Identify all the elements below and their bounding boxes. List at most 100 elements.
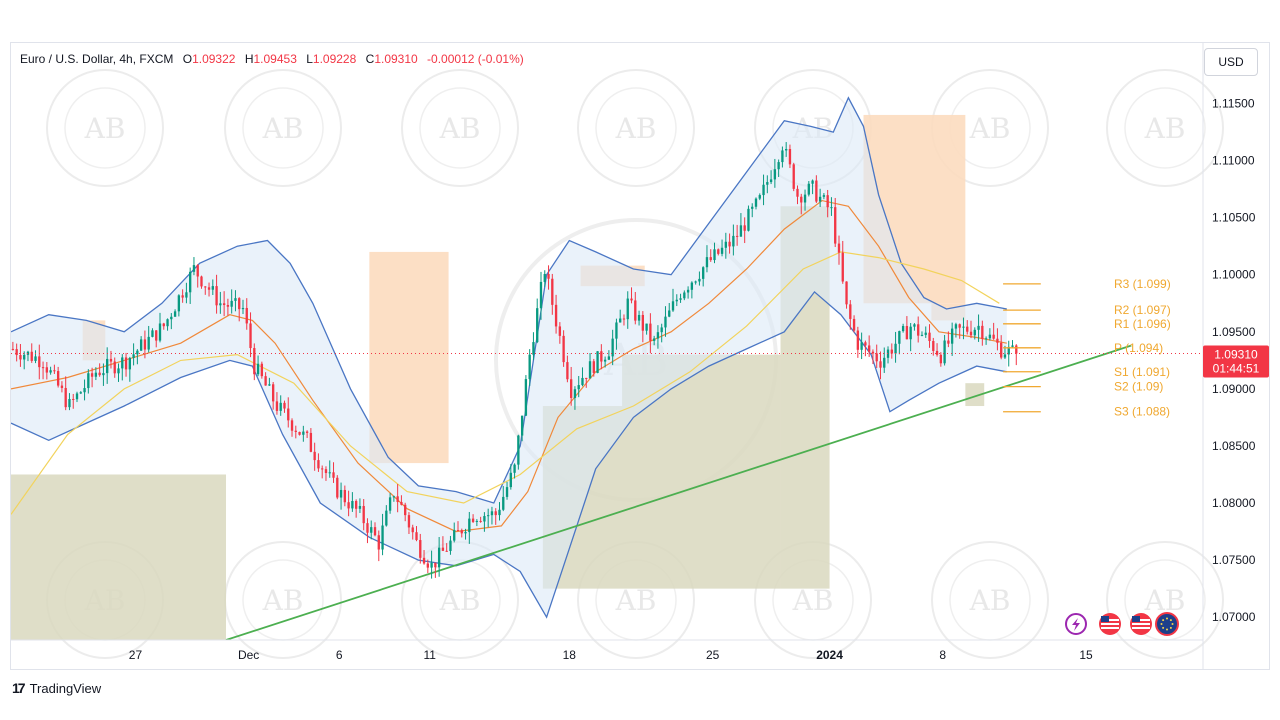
candle-body bbox=[675, 299, 678, 302]
candle-body bbox=[143, 339, 147, 350]
candle-body bbox=[68, 398, 71, 408]
candle-body bbox=[196, 265, 199, 277]
candle-body bbox=[773, 169, 777, 180]
candle-body bbox=[834, 207, 837, 244]
candle-body bbox=[558, 326, 562, 336]
candle-body bbox=[611, 338, 614, 357]
currency-button[interactable]: USD bbox=[1204, 48, 1258, 76]
candle-body bbox=[1011, 345, 1014, 347]
candle-body bbox=[283, 402, 286, 409]
candle-body bbox=[894, 343, 897, 354]
candle-body bbox=[309, 432, 313, 452]
flag-star bbox=[1160, 623, 1163, 625]
candle-body bbox=[385, 510, 388, 526]
candle-body bbox=[241, 307, 245, 310]
candle-body bbox=[528, 354, 531, 380]
pivot-level-label: R2 (1.097) bbox=[1114, 303, 1171, 317]
watermark-logo-text: AB bbox=[1144, 584, 1186, 617]
candle-body bbox=[626, 298, 629, 320]
candle-body bbox=[668, 310, 671, 317]
candle-body bbox=[219, 303, 222, 306]
candle-body bbox=[600, 351, 603, 362]
candle-body bbox=[151, 330, 154, 337]
candle-body bbox=[445, 550, 448, 552]
candle-body bbox=[456, 530, 460, 532]
flag-stripe bbox=[1132, 627, 1150, 629]
candle-body bbox=[19, 355, 22, 360]
candle-body bbox=[437, 547, 441, 568]
candle-body bbox=[645, 323, 648, 331]
candle-body bbox=[290, 420, 294, 431]
x-tick-label: 27 bbox=[129, 648, 143, 662]
candle-body bbox=[777, 162, 780, 170]
candle-body bbox=[641, 314, 645, 331]
watermark-inner-ring bbox=[64, 87, 146, 169]
candle-body bbox=[45, 367, 49, 373]
candle-body bbox=[490, 511, 494, 516]
candle-body bbox=[984, 338, 988, 340]
candle-body bbox=[792, 164, 795, 189]
candle-body bbox=[271, 384, 275, 402]
watermark-logo-text: AB bbox=[969, 112, 1011, 145]
candle-body bbox=[762, 184, 765, 196]
price-tag bbox=[1203, 345, 1269, 378]
candle-body bbox=[585, 377, 588, 379]
candle-body bbox=[139, 339, 143, 351]
pivot-level-label: R1 (1.096) bbox=[1114, 317, 1171, 331]
x-tick-label: 25 bbox=[706, 648, 720, 662]
flag-star bbox=[1166, 628, 1168, 631]
candle-body bbox=[90, 373, 94, 377]
ohlc-high: H1.09453 bbox=[244, 52, 297, 66]
candle-body bbox=[419, 540, 422, 558]
candle-body bbox=[400, 502, 403, 505]
watermark-logo-text: AB bbox=[615, 112, 657, 145]
watermark-logo-text: AB bbox=[1144, 112, 1186, 145]
candle-body bbox=[321, 468, 324, 470]
candle-body bbox=[588, 361, 592, 379]
ohlc-low: L1.09228 bbox=[306, 52, 357, 66]
candle-body bbox=[275, 401, 279, 411]
candle-body bbox=[509, 472, 512, 488]
candle-body bbox=[924, 332, 927, 335]
candle-body bbox=[536, 308, 539, 343]
candle-body bbox=[581, 377, 584, 386]
tradingview-branding[interactable]: 17 TradingView bbox=[12, 680, 101, 696]
watermark-ring bbox=[1106, 541, 1224, 659]
candle-body bbox=[886, 349, 890, 358]
candle-body bbox=[935, 350, 939, 355]
candle-body bbox=[298, 431, 301, 435]
candle-body bbox=[732, 235, 735, 247]
watermark-logo-text: AB bbox=[262, 112, 304, 145]
ohlc-close: C1.09310 bbox=[365, 52, 418, 66]
candle-body bbox=[302, 431, 305, 435]
candle-body bbox=[977, 325, 980, 330]
flag-star bbox=[1171, 623, 1174, 625]
candle-body bbox=[619, 318, 622, 323]
candle-body bbox=[392, 496, 396, 498]
chart-frame[interactable] bbox=[10, 42, 1270, 670]
watermark-inner-ring bbox=[419, 87, 501, 169]
candle-body bbox=[113, 361, 116, 374]
candle-body bbox=[15, 349, 18, 356]
candle-body bbox=[1000, 342, 1003, 358]
candle-body bbox=[411, 527, 414, 533]
candle-body bbox=[920, 334, 924, 336]
y-tick-label: 1.07500 bbox=[1212, 553, 1256, 567]
candle-body bbox=[185, 292, 188, 298]
candle-body bbox=[354, 500, 358, 509]
flag-stripe bbox=[1132, 619, 1150, 621]
watermark-ring bbox=[931, 541, 1049, 659]
bollinger-band-fill bbox=[11, 97, 1007, 618]
pivot-level-label: R3 (1.099) bbox=[1114, 277, 1171, 291]
candle-body bbox=[917, 324, 920, 336]
price-tag-countdown: 01:44:51 bbox=[1213, 362, 1260, 376]
candle-body bbox=[94, 372, 98, 377]
candle-body bbox=[505, 487, 509, 497]
candle-body bbox=[913, 324, 916, 327]
candle-body bbox=[230, 300, 233, 307]
watermark-logo-text: AB bbox=[615, 584, 657, 617]
candle-body bbox=[630, 298, 633, 301]
candle-body bbox=[841, 252, 844, 282]
bollinger-lower-line bbox=[11, 290, 1007, 619]
